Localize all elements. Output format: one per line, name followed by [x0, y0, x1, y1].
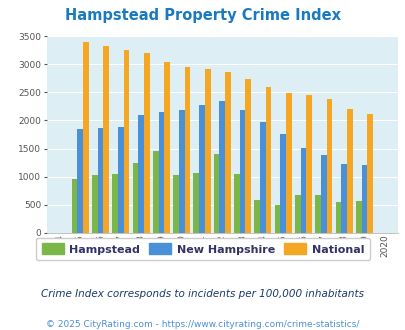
Bar [306, 95, 311, 233]
Bar [254, 200, 260, 233]
Text: © 2025 CityRating.com - https://www.cityrating.com/crime-statistics/: © 2025 CityRating.com - https://www.city… [46, 320, 359, 329]
Bar [179, 110, 184, 233]
Legend: Hampstead, New Hampshire, National: Hampstead, New Hampshire, National [36, 238, 369, 260]
Bar [77, 129, 83, 233]
Bar [124, 50, 129, 233]
Bar [72, 180, 77, 233]
Bar [367, 114, 372, 233]
Bar [286, 93, 291, 233]
Bar [132, 163, 138, 233]
Bar [225, 72, 230, 233]
Text: Crime Index corresponds to incidents per 100,000 inhabitants: Crime Index corresponds to incidents per… [41, 289, 364, 299]
Bar [103, 47, 109, 233]
Bar [280, 134, 286, 233]
Bar [274, 205, 280, 233]
Bar [205, 69, 210, 233]
Bar [341, 164, 346, 233]
Bar [260, 122, 265, 233]
Bar [184, 67, 190, 233]
Bar [294, 195, 300, 233]
Bar [138, 115, 144, 233]
Bar [112, 174, 118, 233]
Bar [300, 148, 306, 233]
Bar [320, 155, 326, 233]
Bar [326, 99, 332, 233]
Bar [199, 105, 205, 233]
Text: Hampstead Property Crime Index: Hampstead Property Crime Index [65, 8, 340, 23]
Bar [239, 110, 245, 233]
Bar [158, 112, 164, 233]
Bar [164, 61, 170, 233]
Bar [193, 173, 199, 233]
Bar [213, 154, 219, 233]
Bar [219, 101, 225, 233]
Bar [92, 176, 98, 233]
Bar [83, 42, 89, 233]
Bar [361, 165, 367, 233]
Bar [245, 80, 251, 233]
Bar [346, 109, 352, 233]
Bar [173, 176, 179, 233]
Bar [98, 128, 103, 233]
Bar [144, 52, 149, 233]
Bar [118, 127, 124, 233]
Bar [153, 151, 158, 233]
Bar [335, 202, 341, 233]
Bar [234, 174, 239, 233]
Bar [315, 195, 320, 233]
Bar [265, 87, 271, 233]
Bar [355, 201, 361, 233]
